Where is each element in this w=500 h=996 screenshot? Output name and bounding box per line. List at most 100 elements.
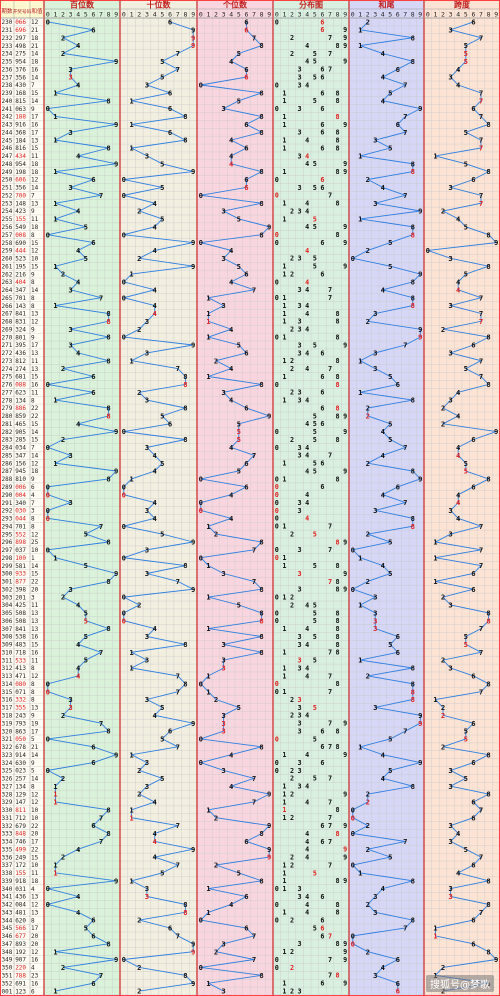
period-cell: 320: [2, 728, 13, 735]
distribution-mark: 1: [282, 625, 286, 633]
sum-cell: 9: [31, 326, 35, 333]
distribution-mark: 1: [282, 806, 286, 814]
sum-cell: 13: [31, 366, 39, 373]
trend-point-span: 7: [479, 199, 483, 208]
draw-cell: 023: [15, 768, 26, 775]
distribution-mark: 4: [305, 58, 309, 66]
trend-point-tens: 3: [145, 782, 149, 791]
sum-cell: 14: [31, 287, 39, 294]
trend-point-tens: 8: [183, 404, 187, 413]
trend-point-sum_tail: 2: [366, 790, 370, 799]
trend-point-sum_tail: 2: [366, 845, 370, 854]
distribution-mark: 8: [336, 404, 340, 412]
trend-point-span: 7: [479, 522, 483, 531]
period-cell: 295: [2, 531, 13, 538]
distribution-mark: 3: [298, 704, 302, 712]
trend-point-span: 3: [448, 301, 452, 310]
trend-point-sum_tail: 2: [366, 317, 370, 326]
trend-point-tens: 3: [145, 695, 149, 704]
trend-point-tens: 9: [191, 585, 195, 594]
trend-point-span: 2: [441, 656, 445, 665]
sum-cell: 1: [31, 555, 35, 562]
trend-point-tens: 8: [183, 112, 187, 121]
trend-point-hundreds: 3: [68, 73, 72, 82]
distribution-mark: 5: [313, 530, 317, 538]
distribution-mark: 3: [298, 349, 302, 357]
period-cell: 238: [2, 82, 13, 89]
trend-point-hundreds: 4: [76, 664, 80, 673]
distribution-mark: 1: [282, 357, 286, 365]
trend-point-ones: 0: [199, 916, 203, 925]
trend-point-sum_tail: 0: [351, 939, 355, 948]
sum-cell: 8: [31, 279, 35, 286]
trend-point-tens: 0: [122, 482, 126, 491]
period-cell: 326: [2, 776, 13, 783]
sum-cell: 4: [31, 492, 35, 499]
trend-point-sum_tail: 2: [366, 798, 370, 807]
period-cell: 234: [2, 51, 13, 58]
trend-point-hundreds: 1: [53, 88, 57, 97]
trend-point-ones: 2: [214, 947, 218, 956]
trend-point-hundreds: 8: [106, 475, 110, 484]
distribution-mark: 6: [320, 924, 324, 932]
trend-point-tens: 5: [160, 183, 164, 192]
trend-point-ones: 1: [206, 293, 210, 302]
draw-cell: 404: [15, 279, 26, 286]
trend-point-tens: 3: [145, 81, 149, 90]
trend-point-span: 7: [479, 545, 483, 554]
trend-point-hundreds: 2: [61, 774, 65, 783]
draw-cell: 257: [15, 776, 26, 783]
trend-point-sum_tail: 8: [411, 396, 415, 405]
distribution-mark: 4: [305, 326, 309, 334]
distribution-mark: 4: [305, 397, 309, 405]
trend-point-span: 7: [479, 317, 483, 326]
sum-cell: 13: [31, 610, 39, 617]
distribution-mark: 7: [328, 192, 332, 200]
distribution-mark: 1: [282, 144, 286, 152]
distribution-mark: 9: [343, 940, 347, 948]
trend-point-ones: 3: [221, 939, 225, 948]
trend-point-span: 4: [456, 215, 460, 224]
distribution-mark: 3: [298, 633, 302, 641]
trend-point-sum_tail: 2: [366, 947, 370, 956]
trend-point-span: 8: [486, 750, 490, 759]
sum-cell: 21: [31, 43, 39, 50]
distribution-mark: 4: [305, 901, 309, 909]
trend-point-sum_tail: 4: [381, 561, 385, 570]
distribution-mark: 1: [282, 334, 286, 342]
period-cell: 306: [2, 618, 13, 625]
sum-cell: 8: [31, 697, 35, 704]
trend-point-span: 3: [448, 73, 452, 82]
trend-point-sum_tail: 0: [351, 829, 355, 838]
trend-point-ones: 1: [206, 908, 210, 917]
sum-cell: 14: [31, 563, 39, 570]
distribution-mark: 0: [275, 964, 279, 972]
trend-point-ones: 0: [199, 475, 203, 484]
period-cell: 262: [2, 271, 13, 278]
trend-point-tens: 1: [129, 475, 133, 484]
trend-point-ones: 0: [199, 191, 203, 200]
trend-point-sum_tail: 7: [403, 112, 407, 121]
trend-point-ones: 1: [206, 333, 210, 342]
trend-point-sum_tail: 8: [411, 916, 415, 925]
trend-point-tens: 4: [152, 829, 156, 838]
distribution-mark: 3: [298, 452, 302, 460]
period-cell: 346: [2, 933, 13, 940]
trend-point-span: 1: [433, 553, 437, 562]
period-cell: 307: [2, 626, 13, 633]
distribution-mark: 5: [313, 869, 317, 877]
distribution-mark: 9: [343, 58, 347, 66]
trend-point-tens: 3: [145, 892, 149, 901]
trend-point-ones: 1: [206, 671, 210, 680]
trend-point-span: 4: [456, 498, 460, 507]
distribution-mark: 5: [313, 263, 317, 271]
distribution-mark: 3: [298, 727, 302, 735]
trend-point-hundreds: 6: [91, 916, 95, 925]
trend-point-span: 8: [486, 616, 490, 625]
period-cell: 268: [2, 319, 13, 326]
trend-point-ones: 8: [259, 876, 263, 885]
draw-cell: 324: [15, 326, 26, 333]
header-digit-ones: 2: [214, 11, 218, 19]
trend-point-sum_tail: 4: [381, 285, 385, 294]
trend-point-ones: 4: [229, 750, 233, 759]
